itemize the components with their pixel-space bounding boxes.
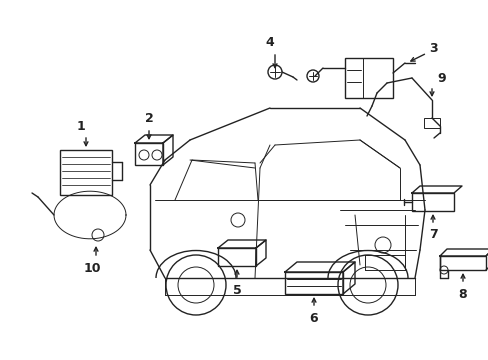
Text: 9: 9 — [437, 72, 446, 85]
Text: 10: 10 — [83, 261, 101, 274]
Text: 8: 8 — [458, 288, 467, 301]
Text: 5: 5 — [232, 284, 241, 297]
Text: 6: 6 — [309, 311, 318, 324]
Text: 3: 3 — [428, 41, 436, 54]
Text: 7: 7 — [428, 229, 436, 242]
Text: 4: 4 — [265, 36, 274, 49]
Text: 2: 2 — [144, 112, 153, 126]
Text: 1: 1 — [77, 120, 85, 132]
